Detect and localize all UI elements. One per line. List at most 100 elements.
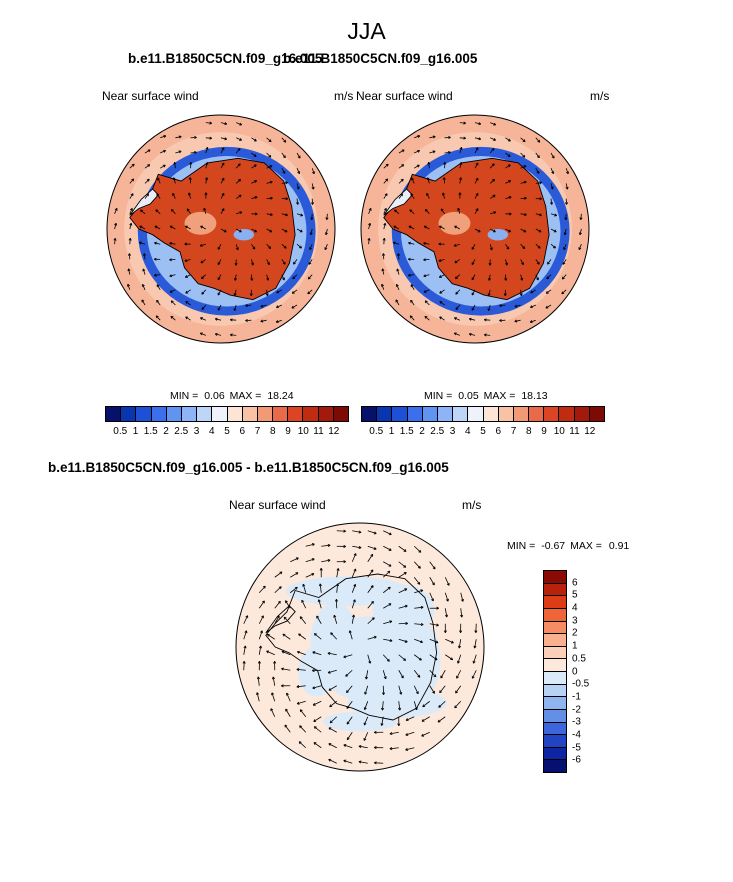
- colorbar-swatch: [407, 407, 423, 421]
- colorbar-swatch: [422, 407, 438, 421]
- min-label: MIN =: [507, 540, 536, 552]
- colorbar-tick-label: 1: [572, 640, 578, 652]
- colorbar-swatch: [544, 646, 566, 660]
- colorbar-tick-label: 4: [464, 426, 471, 437]
- max-label: MAX =: [483, 390, 516, 402]
- colorbar-tick-label: -6: [572, 754, 581, 766]
- colorbar-swatch: [121, 407, 137, 421]
- colorbar-swatch: [242, 407, 258, 421]
- panel-2-units-label: m/s: [590, 89, 610, 103]
- colorbar-tick-label: 3: [193, 426, 200, 437]
- colorbar-tick-label: 9: [285, 426, 291, 437]
- colorbar-swatch: [544, 760, 566, 772]
- colorbar-swatch: [362, 407, 378, 421]
- colorbar-tick-label: 1: [132, 426, 139, 437]
- panel-2-polar-map: [360, 114, 590, 344]
- colorbar-swatch: [513, 407, 530, 421]
- colorbar-tick-label: 4: [572, 602, 578, 614]
- colorbar-swatch: [288, 407, 304, 421]
- colorbar-tick-label: -5: [572, 742, 581, 754]
- colorbar-tick-label: 11: [313, 426, 324, 437]
- min-label: MIN =: [170, 390, 199, 402]
- panel-1-polar-map: [106, 114, 336, 344]
- colorbar-swatch: [544, 407, 560, 421]
- colorbar-swatch: [106, 407, 122, 421]
- min-label: MIN =: [424, 390, 453, 402]
- colorbar-tick-label: 1: [388, 426, 395, 437]
- colorbar-tick-label: 2: [163, 426, 169, 437]
- colorbar-tick-label: 2.5: [174, 426, 189, 437]
- panel-2-colorbar: [361, 406, 605, 422]
- colorbar-swatch: [303, 407, 319, 421]
- colorbar-tick-label: 5: [480, 426, 486, 437]
- diff-polar-map: [235, 522, 485, 772]
- diff-variable-label: Near surface wind: [229, 498, 326, 512]
- colorbar-swatch: [166, 407, 182, 421]
- colorbar-swatch: [212, 407, 228, 421]
- max-value: 18.13: [521, 390, 548, 402]
- colorbar-swatch: [544, 621, 566, 635]
- colorbar-tick-label: 6: [495, 426, 502, 437]
- colorbar-tick-label: 5: [224, 426, 230, 437]
- figure-title: JJA: [347, 18, 386, 44]
- colorbar-swatch: [151, 407, 167, 421]
- colorbar-swatch: [544, 634, 566, 647]
- colorbar-swatch: [544, 583, 566, 597]
- colorbar-swatch: [544, 684, 566, 698]
- colorbar-swatch: [377, 407, 393, 421]
- colorbar-swatch: [453, 407, 469, 421]
- colorbar-tick-label: 5: [572, 589, 578, 601]
- panel-1-colorbar: [105, 406, 349, 422]
- colorbar-swatch: [257, 407, 274, 421]
- colorbar-tick-label: -2: [572, 704, 581, 716]
- colorbar-swatch: [544, 735, 566, 748]
- colorbar-swatch: [544, 672, 566, 685]
- colorbar-swatch: [468, 407, 484, 421]
- colorbar-swatch: [498, 407, 514, 421]
- colorbar-swatch: [273, 407, 289, 421]
- panel-1-minmax: MIN = 0.06 MAX = 18.24: [170, 390, 294, 402]
- colorbar-swatch: [483, 407, 499, 421]
- colorbar-swatch: [544, 697, 566, 710]
- colorbar-tick-label: 0.5: [113, 426, 128, 437]
- colorbar-tick-label: 12: [584, 426, 596, 437]
- colorbar-swatch: [392, 407, 408, 421]
- max-label: MAX =: [229, 390, 262, 402]
- diff-units-label: m/s: [462, 498, 482, 512]
- colorbar-tick-label: 0.5: [572, 653, 586, 665]
- colorbar-swatch: [529, 407, 545, 421]
- colorbar-tick-label: 4: [208, 426, 215, 437]
- panel-1-variable-label: Near surface wind: [102, 89, 199, 103]
- panel-2-case-title: b.e11.B1850C5CN.f09_g16.005: [283, 51, 478, 66]
- colorbar-swatch: [559, 407, 575, 421]
- colorbar-tick-label: 1.5: [399, 426, 414, 437]
- colorbar-tick-label: 3: [449, 426, 456, 437]
- max-label: MAX =: [570, 540, 602, 552]
- colorbar-swatch: [544, 722, 566, 736]
- colorbar-tick-label: 10: [297, 426, 309, 437]
- colorbar-tick-label: 6: [239, 426, 246, 437]
- panel-1-case-title: b.e11.B1850C5CN.f09_g16.005: [128, 51, 323, 66]
- colorbar-tick-label: -4: [572, 729, 581, 741]
- colorbar-swatch: [136, 407, 152, 421]
- diff-minmax: MIN = -0.67 MAX = 0.91: [507, 540, 629, 552]
- colorbar-swatch: [544, 747, 566, 761]
- colorbar-swatch: [544, 596, 566, 609]
- colorbar-tick-label: -0.5: [572, 678, 590, 690]
- diff-colorbar: [543, 570, 567, 773]
- colorbar-swatch: [318, 407, 334, 421]
- diff-colorbar-ticks: 6 5 4 3 2 1 0.5 0 -0.5 -1 -2 -3 -4 -5 -6: [570, 570, 610, 773]
- min-value: 0.06: [204, 390, 225, 402]
- colorbar-tick-label: 7: [510, 426, 517, 437]
- diff-panel-title: b.e11.B1850C5CN.f09_g16.005 - b.e11.B185…: [48, 460, 449, 475]
- colorbar-tick-label: 8: [525, 426, 532, 437]
- colorbar-swatch: [181, 407, 198, 421]
- colorbar-swatch: [544, 608, 566, 622]
- panel-2-minmax: MIN = 0.05 MAX = 18.13: [424, 390, 548, 402]
- colorbar-tick-label: 0: [572, 666, 578, 677]
- colorbar-tick-label: 2: [572, 627, 578, 639]
- panel-1-colorbar-ticks: 0.5 1 1.5 2 2.5 3 4 5 6 7 8 9 10 11 12: [105, 426, 349, 440]
- colorbar-tick-label: 2.5: [430, 426, 445, 437]
- colorbar-tick-label: 3: [572, 615, 578, 627]
- colorbar-tick-label: -1: [572, 691, 581, 703]
